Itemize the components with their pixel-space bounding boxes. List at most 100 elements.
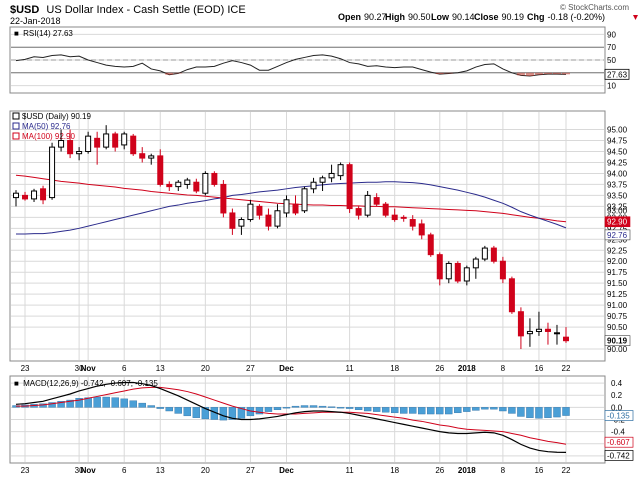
candle-body (220, 183, 227, 214)
candle-body (508, 278, 515, 313)
macd-hist-bar (427, 407, 435, 415)
candle-body (400, 216, 407, 219)
macd-hist-bar (75, 398, 83, 408)
candle-body (355, 208, 362, 216)
candle-body (157, 155, 164, 185)
candle-body (319, 177, 326, 183)
macd-hist-bar (255, 407, 264, 415)
rsi-oversold-fill (165, 72, 174, 75)
rsi-oversold-fill (562, 72, 570, 75)
macd-hist-bar (436, 407, 444, 415)
price-x-tick-label: 26 (435, 364, 444, 373)
macd-hist-bar (219, 407, 228, 421)
macd-x-tick-label: 26 (435, 466, 444, 475)
candle-body (427, 234, 434, 256)
price-tick-label: 93.50 (607, 191, 628, 200)
macd-right-label-box (604, 436, 634, 448)
candle-body (391, 214, 398, 221)
candle-body (346, 164, 353, 210)
price-tick-label: 93.25 (607, 202, 628, 211)
macd-hist-bar (120, 398, 128, 408)
macd-hist-bar (66, 399, 74, 408)
candle-body (373, 197, 380, 205)
price-frame (9, 110, 606, 362)
candle-body (76, 151, 83, 155)
macd-hist-bar (228, 407, 237, 420)
macd-x-tick-label: Nov (81, 466, 97, 475)
macd-histogram (12, 396, 570, 421)
candle-body (22, 194, 29, 200)
macd-hist-bar (291, 405, 300, 408)
macd-right-label-box (604, 450, 634, 461)
macd-x-tick-label: 23 (21, 466, 30, 475)
rsi-last-value-box (604, 68, 630, 80)
price-x-tick-label: 16 (534, 364, 543, 373)
candle-body (481, 247, 488, 260)
macd-hist-bar (354, 407, 363, 410)
price-right-label-box (604, 229, 631, 241)
legend-swatch (12, 132, 20, 140)
rsi-oversold-fill (534, 72, 543, 75)
candle-body (535, 328, 542, 332)
price-x-tick-label: 27 (246, 364, 255, 373)
candle-body (85, 135, 92, 153)
macd-hist-bar (192, 407, 201, 418)
price-x-tick-label: 13 (156, 364, 165, 373)
candle-body (121, 133, 128, 146)
candle-body (184, 179, 191, 185)
candle-body (58, 140, 65, 148)
price-x-tick-label: Nov (81, 364, 97, 373)
macd-hist-bar (490, 407, 498, 410)
candle-body (238, 219, 245, 227)
macd-hist-bar (345, 407, 354, 409)
ohlc-chg: Chg -0.18 (-0.20%) (527, 12, 605, 22)
ohlc-close: Close 90.19 (474, 12, 524, 22)
candle-body (310, 181, 317, 190)
macd-x-tick-label: 27 (246, 466, 255, 475)
macd-right-label-box (604, 410, 634, 421)
candle-body (202, 172, 209, 194)
macd-right-label: -0.742 (607, 451, 630, 460)
macd-hist-bar (174, 407, 182, 414)
symbol-title: $USD US Dollar Index - Cash Settle (EOD)… (10, 4, 246, 16)
price-tick-label: 94.75 (607, 137, 628, 146)
macd-hist-bar (201, 407, 210, 420)
macd-x-tick-label: Dec (279, 466, 294, 475)
price-tick-label: 92.25 (607, 246, 628, 255)
macd-hist-bar (418, 407, 426, 415)
macd-hist-bar (183, 407, 192, 417)
price-right-label: 92.76 (607, 231, 628, 240)
watermark: © StockCharts.com (560, 3, 629, 12)
macd-hist-bar (553, 407, 561, 418)
candle-body (166, 183, 173, 188)
candle-body (40, 188, 47, 201)
price-x-tick-label: 6 (122, 364, 127, 373)
macd-hist-bar (138, 402, 146, 408)
price-tick-label: 91.50 (607, 279, 628, 288)
price-tick-label: 90.50 (607, 323, 628, 332)
price-x-tick-label: 18 (390, 364, 399, 373)
macd-hist-bar (508, 407, 516, 414)
macd-legend-swatch: ■ (14, 379, 19, 388)
rsi-tick-label: 10 (607, 82, 616, 91)
candle-body (490, 247, 497, 262)
macd-hist-bar (336, 407, 345, 409)
candle-body (67, 140, 74, 155)
price-right-label: 90.19 (607, 337, 628, 346)
price-x-tick-label: 2018 (458, 364, 476, 373)
macd-x-tick-label: 20 (201, 466, 210, 475)
price-tick-label: 92.00 (607, 257, 628, 266)
candle-body (337, 164, 344, 177)
rsi-panel: ■ RSI(14) 27.63 907050301027.63 (9, 26, 630, 94)
candle-body (283, 199, 290, 214)
rsi-legend-swatch: ■ (14, 29, 19, 38)
macd-x-tick-label: 30 (75, 466, 84, 475)
candle-body (265, 214, 272, 227)
